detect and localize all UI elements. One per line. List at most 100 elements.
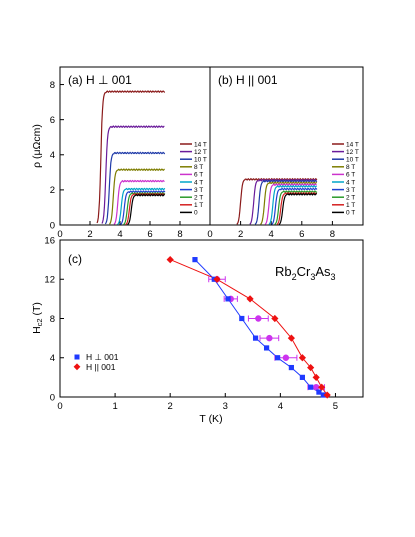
y-tick-label: 8 xyxy=(50,80,55,91)
y-tick-label: 0 xyxy=(50,220,55,231)
rho-curve-4T xyxy=(117,187,166,225)
point-diamond xyxy=(312,373,320,381)
point-square xyxy=(320,392,326,398)
panel-a: (a) H ⊥ 001 0 2 4 6 8 0 2 4 6 8 14 T12 T10 T8 T6… xyxy=(31,66,211,240)
legend-square-marker xyxy=(74,354,80,360)
y-tick-label: 4 xyxy=(50,353,55,364)
y-tick-label: 12 xyxy=(44,275,55,286)
rho-curve-14T xyxy=(96,90,166,224)
x-tick-label: 5 xyxy=(333,401,338,412)
rho-curve-4T xyxy=(268,184,318,225)
panel-a-y-axis-label: ρ (μΩcm) xyxy=(31,124,43,168)
x-tick-label: 0 xyxy=(57,229,62,240)
legend-label-2T: 2 T xyxy=(194,195,203,202)
point-square xyxy=(252,335,259,341)
x-tick-label: 4 xyxy=(278,401,283,412)
legend-label-0T: 0 T xyxy=(346,210,355,217)
panel-b-frame xyxy=(209,66,364,226)
x-tick-label: 2 xyxy=(87,229,92,240)
panel-c-x-axis-label: T (K) xyxy=(199,413,222,425)
point-diamond xyxy=(287,334,295,342)
legend-label-1T: 1 T xyxy=(346,202,355,209)
rho-curve-0 xyxy=(127,193,165,225)
legend-label-10T: 10 T xyxy=(346,157,359,164)
legend-label-0: 0 xyxy=(194,210,198,217)
x-tick-label: 8 xyxy=(330,229,335,240)
x-tick-label: 6 xyxy=(147,229,152,240)
point-square xyxy=(263,345,270,351)
x-tick-label: 4 xyxy=(117,229,122,240)
legend-label-2T: 2 T xyxy=(346,195,355,202)
panel-b-legend: 14 T12 T10 T8 T6 T4 T3 T2 T1 T0 T xyxy=(332,141,359,217)
point-square xyxy=(239,315,245,322)
point-circle xyxy=(266,334,273,342)
rho-curve-0T xyxy=(278,192,318,225)
panel-a-x-ticks: 0 2 4 6 8 xyxy=(57,221,183,240)
y-tick-label: 4 xyxy=(50,150,55,161)
point-diamond xyxy=(246,295,254,303)
legend-label-10T: 10 T xyxy=(194,157,207,164)
rho-curve-10T xyxy=(104,151,166,225)
legend-label-8T: 8 T xyxy=(194,164,203,171)
legend-label-1T: 1 T xyxy=(194,202,203,209)
x-tick-label: 1 xyxy=(112,401,117,412)
panel-c-x-ticks: 0 1 2 3 4 5 xyxy=(57,393,338,412)
panel-a-label: (a) H ⊥ 001 xyxy=(68,73,132,87)
y-tick-label: 2 xyxy=(50,185,55,196)
point-square xyxy=(225,296,231,302)
legend-diamond-marker xyxy=(73,363,81,371)
x-tick-label: 2 xyxy=(238,229,243,240)
y-tick-label: 6 xyxy=(50,115,55,126)
legend-label-para: H || 001 xyxy=(86,362,116,372)
point-diamond xyxy=(271,314,279,323)
panel-c-y-axis-label: Hc2 (T) xyxy=(31,302,44,334)
panel-a-y-ticks: 0 2 4 6 8 xyxy=(50,80,64,231)
point-diamond xyxy=(166,256,174,264)
legend-label-14T: 14 T xyxy=(194,141,207,148)
rho-curve-6T xyxy=(264,183,317,225)
rho-curve-8T xyxy=(109,168,165,225)
legend-label-6T: 6 T xyxy=(346,172,355,179)
x-tick-label: 2 xyxy=(168,401,173,412)
legend-label-6T: 6 T xyxy=(194,172,203,179)
rho-curve-1T xyxy=(276,191,318,225)
panel-c-label: (c) xyxy=(68,252,82,266)
legend-label-perp: H ⊥ 001 xyxy=(86,352,119,362)
x-tick-label: 3 xyxy=(223,401,228,412)
x-tick-label: 6 xyxy=(299,229,304,240)
rho-curve-1T xyxy=(125,192,166,226)
rho-curve-2T xyxy=(274,190,318,225)
point-circle xyxy=(282,354,290,361)
legend-label-12T: 12 T xyxy=(194,149,207,156)
panel-b: (b) H || 001 0 2 4 6 8 14 T12 T10 T8 T6 T4 T… xyxy=(207,66,364,240)
panel-a-legend: 14 T12 T10 T8 T6 T4 T3 T2 T1 T0 xyxy=(180,141,207,217)
y-tick-label: 8 xyxy=(50,314,55,325)
y-tick-label: 0 xyxy=(50,392,55,403)
point-diamond xyxy=(307,363,315,372)
legend-label-3T: 3 T xyxy=(194,187,203,194)
panel-b-x-ticks: 0 2 4 6 8 xyxy=(207,221,335,240)
x-tick-label: 0 xyxy=(207,229,212,240)
point-square xyxy=(316,389,322,395)
legend-label-8T: 8 T xyxy=(346,164,355,171)
point-square xyxy=(288,364,294,371)
rho-curve-12T xyxy=(101,125,165,224)
panel-b-curves xyxy=(236,177,318,225)
point-diamond xyxy=(323,391,331,399)
panel-c-y-ticks: 0 4 8 12 16 xyxy=(44,235,64,403)
point-square xyxy=(299,374,305,380)
point-diamond xyxy=(213,275,221,283)
panel-c-fit-lines xyxy=(170,259,328,396)
panel-a-curves xyxy=(96,90,166,226)
point-diamond xyxy=(298,354,306,362)
panel-c-points xyxy=(166,256,331,399)
fit-line-para xyxy=(170,259,328,396)
point-square xyxy=(275,355,281,361)
point-square xyxy=(192,257,198,263)
x-tick-label: 0 xyxy=(57,401,62,412)
compound-label: Rb2Cr3As3 xyxy=(275,264,336,282)
x-tick-label: 4 xyxy=(269,229,274,240)
point-circle xyxy=(255,315,262,322)
